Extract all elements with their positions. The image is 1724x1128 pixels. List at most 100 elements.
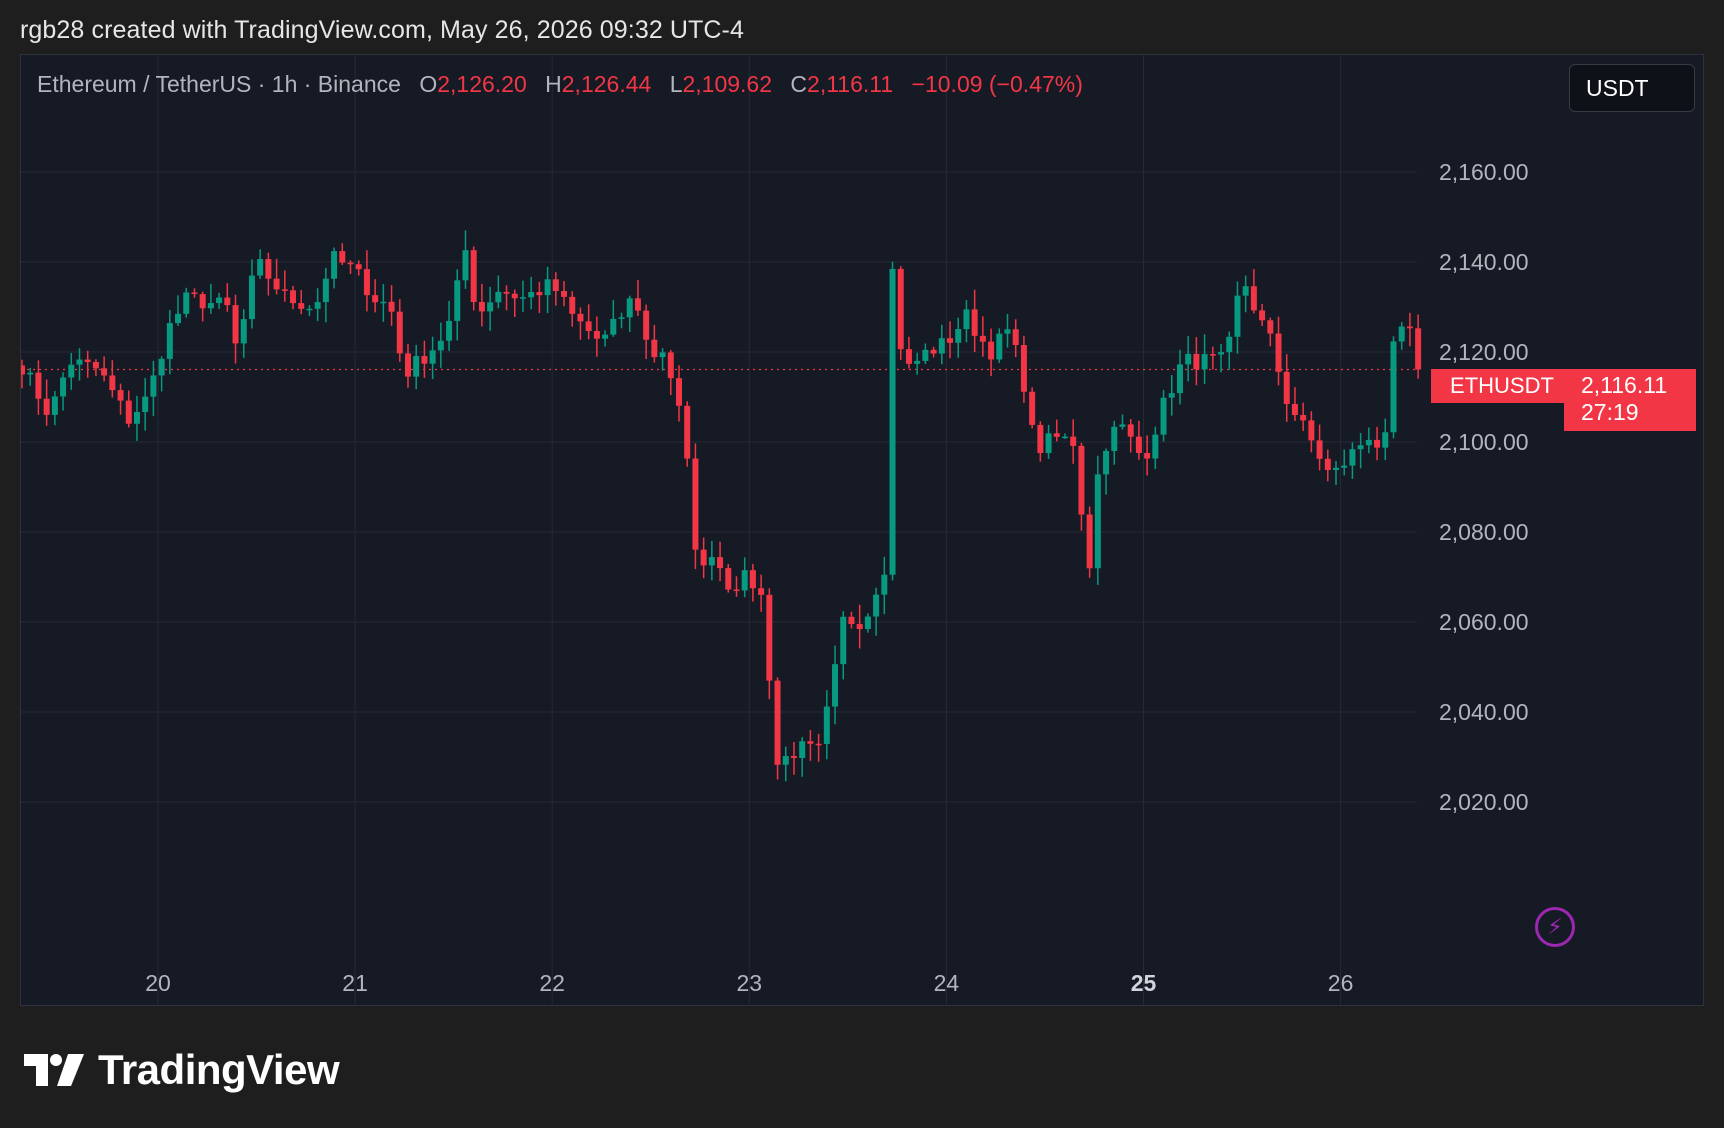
candle — [955, 317, 962, 358]
candle-body — [1111, 426, 1118, 451]
candle-body — [298, 303, 305, 309]
candle-body — [1094, 474, 1101, 569]
candle-body — [109, 375, 116, 391]
candle-body — [1398, 326, 1405, 342]
candle — [437, 322, 444, 368]
candle — [43, 379, 50, 426]
candle-body — [807, 741, 814, 744]
candle — [618, 312, 625, 329]
candle — [462, 230, 469, 290]
candle-body — [355, 264, 362, 270]
candle-body — [1390, 341, 1397, 433]
candle-body — [799, 741, 806, 759]
candle-body — [717, 557, 724, 569]
candle — [503, 285, 510, 311]
candle — [1020, 335, 1027, 403]
candle — [996, 328, 1003, 363]
bar-countdown: 27:19 — [1581, 399, 1639, 425]
candle — [552, 272, 559, 306]
candle — [380, 284, 387, 322]
candle — [1201, 334, 1208, 385]
candle-body — [864, 616, 871, 630]
x-tick-label: 22 — [539, 970, 565, 996]
candle — [782, 746, 789, 782]
candle-body — [125, 400, 132, 424]
candle-body — [1275, 333, 1282, 372]
candle-body — [43, 398, 50, 415]
candle-body — [848, 616, 855, 625]
candle-body — [552, 279, 559, 292]
candle-body — [511, 293, 518, 299]
candle — [21, 359, 26, 389]
candle-body — [331, 251, 338, 279]
candle — [1086, 506, 1093, 578]
candle-body — [363, 269, 370, 296]
candle — [840, 611, 847, 680]
candle — [1160, 390, 1167, 442]
candle — [799, 737, 806, 777]
candle — [1045, 424, 1052, 459]
candle — [1357, 433, 1364, 469]
candle — [421, 340, 428, 378]
candle — [511, 289, 518, 317]
candle-body — [585, 321, 592, 332]
candle — [643, 304, 650, 360]
candle-body — [700, 549, 707, 566]
candle-body — [1020, 345, 1027, 392]
candle-body — [290, 290, 297, 304]
candles — [21, 230, 1422, 782]
candle — [265, 252, 272, 296]
currency-button[interactable]: USDT — [1569, 64, 1695, 112]
candle — [676, 365, 683, 422]
candle — [914, 352, 921, 375]
x-tick-label: 23 — [737, 970, 763, 996]
candle-body — [593, 331, 600, 339]
candle — [1111, 420, 1118, 465]
candle — [1283, 354, 1290, 422]
candle-body — [733, 589, 740, 592]
candle-body — [1234, 295, 1241, 337]
candle — [454, 269, 461, 341]
candle-body — [766, 594, 773, 681]
candle — [470, 246, 477, 311]
candle — [774, 677, 781, 780]
candle-body — [470, 250, 477, 302]
candle — [1349, 442, 1356, 479]
candle — [947, 321, 954, 359]
candle-body — [1168, 393, 1175, 398]
candle-body — [421, 356, 428, 364]
candle — [725, 564, 732, 593]
candle — [979, 316, 986, 357]
candle — [1316, 424, 1323, 471]
candle-body — [117, 390, 124, 401]
candle-body — [1218, 352, 1225, 355]
candle — [741, 557, 748, 598]
candle — [733, 576, 740, 597]
candle — [1127, 419, 1134, 453]
tradingview-logo[interactable]: TradingView — [24, 1046, 340, 1094]
candle-body — [922, 349, 929, 361]
candle — [881, 556, 888, 615]
candle-body — [1144, 453, 1151, 459]
candle-body — [1053, 433, 1060, 437]
candle — [807, 729, 814, 761]
candle-body — [955, 329, 962, 343]
lightning-icon[interactable]: ⚡ — [1535, 907, 1575, 947]
candle — [339, 243, 346, 265]
candle — [1300, 402, 1307, 431]
candle — [150, 360, 157, 417]
candle-body — [1119, 424, 1126, 427]
candle-body — [741, 570, 748, 591]
candle-body — [618, 317, 625, 319]
candle-body — [561, 291, 568, 297]
candle — [528, 276, 535, 310]
candle-body — [396, 311, 403, 354]
candle — [1053, 419, 1060, 442]
candlestick-chart[interactable]: 2,160.00 2,140.00 2,120.00 2,100.00 2,080.00… — [21, 55, 1704, 1006]
chart-panel[interactable]: 2,160.00 2,140.00 2,120.00 2,100.00 2,080.00… — [20, 54, 1704, 1006]
candle — [1259, 303, 1266, 327]
candle-body — [1045, 433, 1052, 454]
candle-body — [881, 574, 888, 595]
candle-body — [536, 292, 543, 296]
candle-body — [224, 297, 231, 306]
